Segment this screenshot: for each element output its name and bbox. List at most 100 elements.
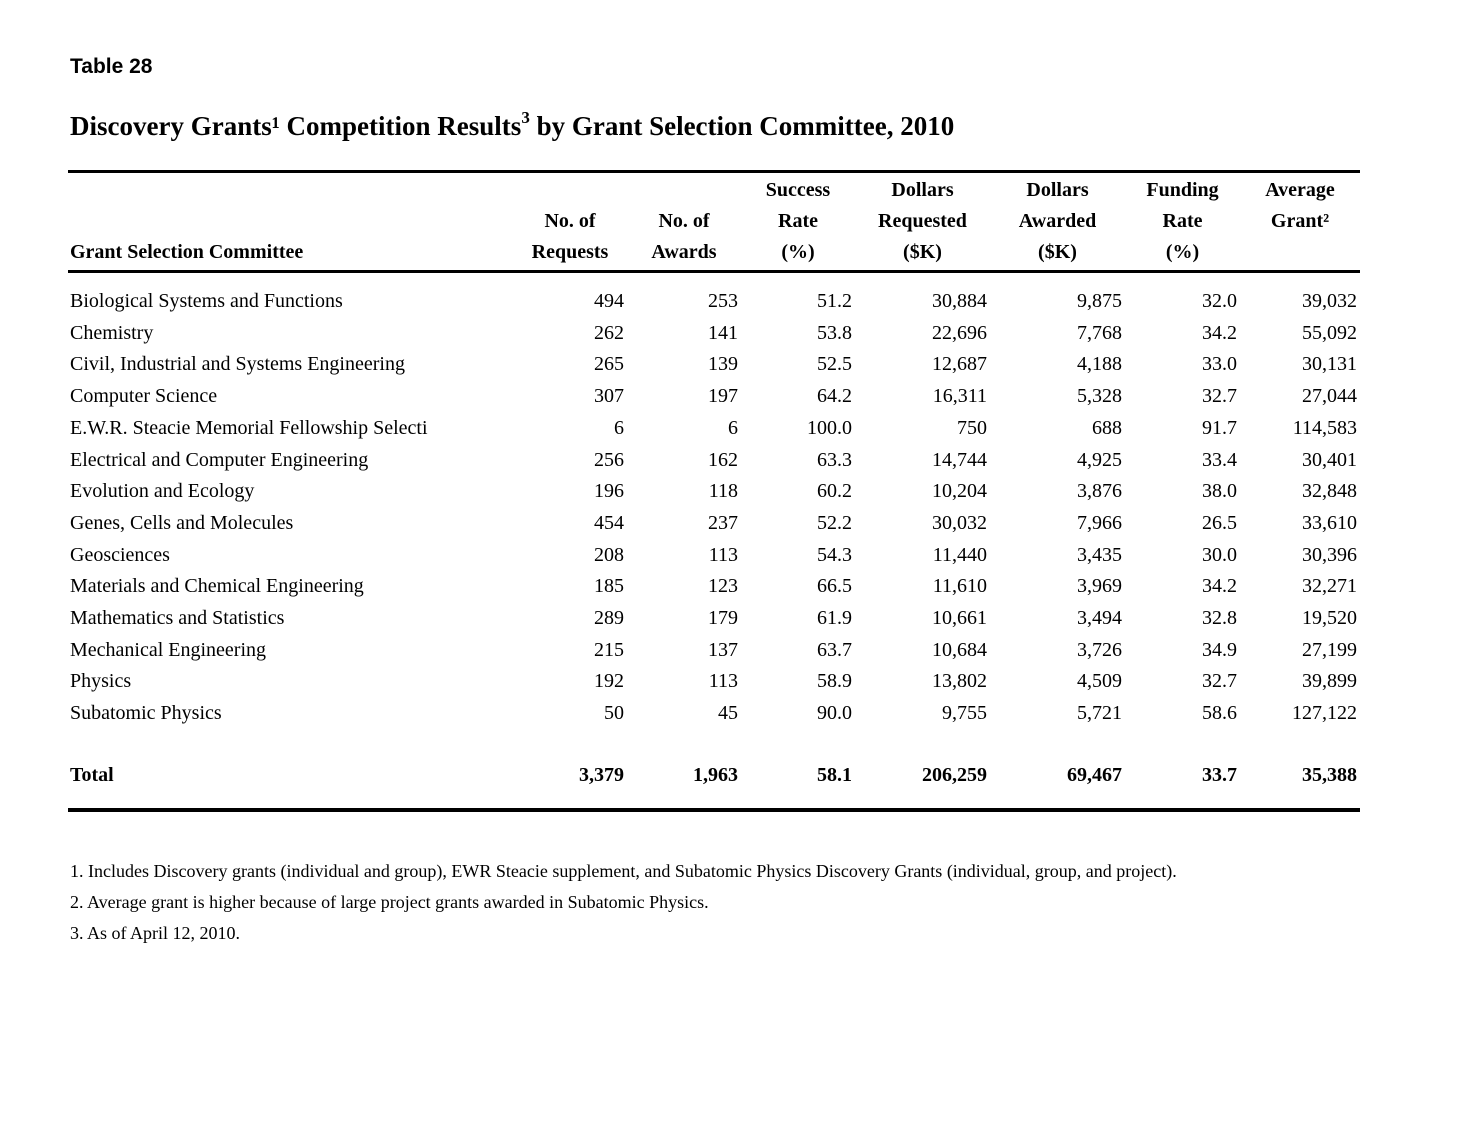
dollars-requested-cell: 11,610 bbox=[932, 575, 987, 598]
average-grant-cell: 127,122 bbox=[1292, 702, 1357, 725]
dollars-requested-cell: 9,755 bbox=[942, 702, 987, 725]
table-row: Genes, Cells and Molecules 454 237 52.2 … bbox=[68, 508, 1360, 540]
awards-cell: 137 bbox=[708, 638, 738, 661]
average-grant-cell: 32,271 bbox=[1302, 575, 1357, 598]
awards-cell: 237 bbox=[708, 511, 738, 534]
average-grant-cell: 27,044 bbox=[1302, 385, 1357, 408]
dollars-requested-cell: 10,661 bbox=[932, 607, 987, 630]
awards-cell: 123 bbox=[708, 575, 738, 598]
average-grant-cell: 55,092 bbox=[1302, 321, 1357, 344]
funding-rate-cell: 33.0 bbox=[1202, 353, 1237, 376]
requests-cell: 208 bbox=[594, 543, 624, 566]
total-dollars-awarded-cell: 69,467 bbox=[1067, 763, 1122, 786]
footnote-3: 3. As of April 12, 2010. bbox=[70, 923, 241, 943]
committee-cell: Computer Science bbox=[70, 385, 218, 408]
average-grant-cell: 30,131 bbox=[1302, 353, 1357, 376]
awards-cell: 139 bbox=[708, 353, 738, 376]
committee-cell: Geosciences bbox=[70, 543, 170, 566]
awards-cell: 197 bbox=[708, 385, 738, 408]
dollars-requested-cell: 30,032 bbox=[932, 511, 987, 534]
committee-cell: Civil, Industrial and Systems Engineerin… bbox=[70, 353, 405, 376]
awards-cell: 162 bbox=[708, 448, 738, 471]
awards-cell: 253 bbox=[708, 290, 738, 312]
dollars-requested-cell: 16,311 bbox=[932, 385, 987, 408]
funding-rate-cell: 32.7 bbox=[1202, 670, 1237, 693]
requests-cell: 196 bbox=[594, 480, 624, 503]
average-grant-cell: 19,520 bbox=[1302, 607, 1357, 630]
col-header-funding-rate: Funding Rate (%) bbox=[1125, 171, 1240, 273]
dollars-requested-cell: 12,687 bbox=[932, 353, 987, 376]
average-grant-cell: 30,396 bbox=[1302, 543, 1357, 566]
success-rate-cell: 52.2 bbox=[817, 511, 852, 534]
total-label: Total bbox=[70, 763, 114, 786]
dollars-requested-cell: 22,696 bbox=[932, 321, 987, 344]
total-funding-rate-cell: 33.7 bbox=[1202, 763, 1237, 786]
title-footnote-marker: 3 bbox=[521, 108, 530, 127]
col-header-dollars-awarded: Dollars Awarded ($K) bbox=[990, 171, 1125, 273]
funding-rate-cell: 58.6 bbox=[1202, 702, 1237, 725]
table-row: Evolution and Ecology 196 118 60.2 10,20… bbox=[68, 476, 1360, 508]
committee-cell: Evolution and Ecology bbox=[70, 480, 255, 503]
average-grant-cell: 30,401 bbox=[1302, 448, 1357, 471]
footnote-2: 2. Average grant is higher because of la… bbox=[70, 892, 709, 912]
grants-results-table: Grant Selection Committee No. of Request… bbox=[68, 170, 1360, 812]
committee-cell: E.W.R. Steacie Memorial Fellowship Selec… bbox=[70, 416, 428, 439]
average-grant-cell: 39,032 bbox=[1302, 290, 1357, 312]
funding-rate-cell: 26.5 bbox=[1202, 511, 1237, 534]
document-title-text: Discovery Grants¹ Competition Results bbox=[70, 111, 522, 141]
awards-cell: 118 bbox=[708, 480, 738, 503]
dollars-awarded-cell: 7,966 bbox=[1077, 511, 1122, 534]
committee-cell: Mechanical Engineering bbox=[70, 638, 267, 661]
awards-cell: 179 bbox=[708, 607, 738, 630]
committee-cell: Materials and Chemical Engineering bbox=[70, 575, 364, 598]
committee-cell: Genes, Cells and Molecules bbox=[70, 511, 294, 534]
table-row: Electrical and Computer Engineering 256 … bbox=[68, 445, 1360, 477]
table-number-label: Table 28 bbox=[70, 55, 153, 78]
requests-cell: 185 bbox=[594, 575, 624, 598]
average-grant-cell: 32,848 bbox=[1302, 480, 1357, 503]
total-awards-cell: 1,963 bbox=[693, 763, 738, 786]
funding-rate-cell: 30.0 bbox=[1202, 543, 1237, 566]
funding-rate-cell: 32.8 bbox=[1202, 607, 1237, 630]
dollars-requested-cell: 14,744 bbox=[932, 448, 987, 471]
success-rate-cell: 53.8 bbox=[817, 321, 852, 344]
success-rate-cell: 100.0 bbox=[807, 416, 852, 439]
requests-cell: 265 bbox=[594, 353, 624, 376]
success-rate-cell: 54.3 bbox=[817, 543, 852, 566]
dollars-awarded-cell: 3,876 bbox=[1077, 480, 1122, 503]
committee-cell: Biological Systems and Functions bbox=[70, 290, 343, 312]
requests-cell: 50 bbox=[604, 702, 624, 725]
committee-cell: Chemistry bbox=[70, 321, 154, 344]
total-requests-cell: 3,379 bbox=[579, 763, 624, 786]
success-rate-cell: 66.5 bbox=[817, 575, 852, 598]
table-row: Mathematics and Statistics 289 179 61.9 … bbox=[68, 603, 1360, 635]
dollars-awarded-cell: 4,188 bbox=[1077, 353, 1122, 376]
header-row: Grant Selection Committee No. of Request… bbox=[68, 171, 1360, 273]
dollars-requested-cell: 30,884 bbox=[932, 290, 987, 312]
dollars-requested-cell: 13,802 bbox=[932, 670, 987, 693]
table-row: Computer Science 307 197 64.2 16,311 5,3… bbox=[68, 381, 1360, 413]
awards-cell: 113 bbox=[708, 543, 738, 566]
average-grant-cell: 33,610 bbox=[1302, 511, 1357, 534]
total-success-rate-cell: 58.1 bbox=[817, 763, 852, 786]
table-row: Chemistry 262 141 53.8 22,696 7,768 34.2… bbox=[68, 318, 1360, 350]
requests-cell: 262 bbox=[594, 321, 624, 344]
requests-cell: 192 bbox=[594, 670, 624, 693]
footnote-1: 1. Includes Discovery grants (individual… bbox=[70, 861, 1177, 881]
success-rate-cell: 90.0 bbox=[817, 702, 852, 725]
committee-cell: Electrical and Computer Engineering bbox=[70, 448, 369, 471]
dollars-awarded-cell: 4,509 bbox=[1077, 670, 1122, 693]
table-header: Grant Selection Committee No. of Request… bbox=[68, 171, 1360, 273]
table-body: Biological Systems and Functions 494 253… bbox=[68, 272, 1360, 810]
table-row: Geosciences 208 113 54.3 11,440 3,435 30… bbox=[68, 540, 1360, 572]
success-rate-cell: 64.2 bbox=[817, 385, 852, 408]
table-row: Civil, Industrial and Systems Engineerin… bbox=[68, 349, 1360, 381]
committee-cell: Subatomic Physics bbox=[70, 702, 222, 725]
dollars-awarded-cell: 9,875 bbox=[1077, 290, 1122, 312]
dollars-requested-cell: 10,204 bbox=[932, 480, 987, 503]
total-row: Total 3,379 1,963 58.1 206,259 69,467 33… bbox=[68, 760, 1360, 810]
table-row: Mechanical Engineering 215 137 63.7 10,6… bbox=[68, 635, 1360, 667]
spacer-row bbox=[68, 730, 1360, 760]
awards-cell: 6 bbox=[728, 416, 738, 439]
